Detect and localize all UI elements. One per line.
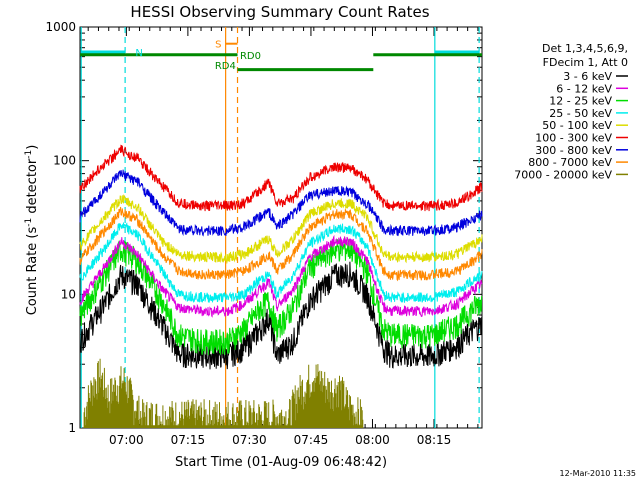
timestamp: 12-Mar-2010 11:35 <box>560 469 637 478</box>
y-tick-label: 10 <box>61 287 76 301</box>
series-300-800-kev <box>79 169 483 237</box>
x-tick-label: 07:45 <box>294 433 329 447</box>
legend-header-2: FDecim 1, Att 0 <box>543 56 628 69</box>
series-12-25-kev <box>79 237 483 355</box>
legend-label: 3 - 6 keV <box>563 70 612 83</box>
x-tick-label: 08:00 <box>355 433 390 447</box>
x-tick-label: 07:00 <box>109 433 144 447</box>
y-label-part-1: Count Rate (s <box>25 227 40 316</box>
x-tick-label: 08:15 <box>417 433 452 447</box>
legend-label: 100 - 300 keV <box>535 132 612 145</box>
chart-title: HESSI Observing Summary Count Rates <box>130 3 429 21</box>
x-tick-label: 07:30 <box>232 433 267 447</box>
series-100-300-kev <box>79 144 483 212</box>
flag-label: N <box>135 48 142 59</box>
x-axis-label: Start Time (01-Aug-09 06:48:42) <box>175 455 387 470</box>
legend-label: 300 - 800 keV <box>535 144 612 157</box>
x-tick-label: 07:15 <box>171 433 206 447</box>
legend-label: 6 - 12 keV <box>556 82 612 95</box>
legend-label: 25 - 50 keV <box>549 107 612 120</box>
legend-label: 50 - 100 keV <box>542 119 612 132</box>
series-800-7000-kev <box>79 206 483 282</box>
flag-label: S <box>215 40 221 51</box>
flag-label: RD4 <box>215 61 236 72</box>
y-axis-label: Count Rate (s-1 detector-1) <box>24 145 40 316</box>
y-tick-label: 1000 <box>45 20 76 34</box>
legend-label: 800 - 7000 keV <box>528 156 612 169</box>
y-label-exp-2: -1 <box>24 150 34 159</box>
series-7000-20000-kev <box>83 358 364 428</box>
legend-label: 7000 - 20000 keV <box>514 168 612 181</box>
y-tick-label: 1 <box>68 421 76 435</box>
series-25-50-kev <box>79 222 483 304</box>
legend-label: 12 - 25 keV <box>549 95 612 108</box>
plot-area: 1 10 100 1000 07:00 07:15 07:30 07:45 08:00 08:15… <box>45 20 483 447</box>
flag-label: RD0 <box>240 51 261 62</box>
series-6-12-kev <box>79 234 483 318</box>
y-tick-label: 100 <box>53 154 76 168</box>
y-label-exp-1: -1 <box>24 218 34 227</box>
y-label-part-2: detector <box>25 158 40 218</box>
series-3-6-kev <box>79 261 483 370</box>
legend-header-1: Det 1,3,4,5,6,9, <box>542 42 628 55</box>
legend: Det 1,3,4,5,6,9, FDecim 1, Att 0 3 - 6 k… <box>514 42 628 181</box>
y-label-part-3: ) <box>25 145 40 150</box>
series-50-100-kev <box>79 194 483 265</box>
